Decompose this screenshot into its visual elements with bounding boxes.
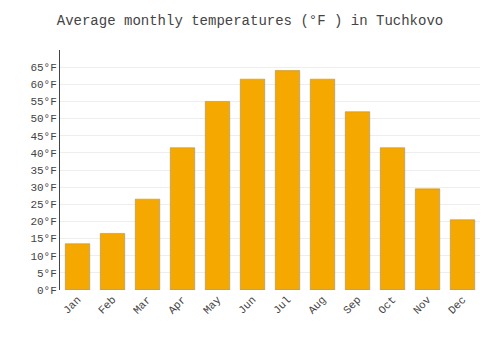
svg-text:Feb: Feb (96, 294, 118, 316)
svg-text:50°F: 50°F (30, 113, 56, 125)
svg-text:0°F: 0°F (37, 285, 57, 297)
svg-text:35°F: 35°F (30, 165, 56, 177)
svg-text:65°F: 65°F (30, 62, 56, 74)
svg-text:5°F: 5°F (37, 268, 57, 280)
svg-text:Aug: Aug (306, 294, 328, 316)
svg-text:Jul: Jul (271, 294, 293, 316)
svg-text:Mar: Mar (131, 294, 153, 316)
svg-text:60°F: 60°F (30, 79, 56, 91)
svg-text:20°F: 20°F (30, 216, 56, 228)
svg-text:15°F: 15°F (30, 233, 56, 245)
svg-text:10°F: 10°F (30, 251, 56, 263)
svg-text:40°F: 40°F (30, 148, 56, 160)
svg-text:Oct: Oct (376, 294, 398, 316)
svg-text:Nov: Nov (411, 294, 434, 317)
svg-text:Jun: Jun (236, 294, 258, 316)
svg-text:Average monthly temperatures (: Average monthly temperatures (°F ) in Tu… (57, 13, 443, 29)
svg-text:45°F: 45°F (30, 131, 56, 143)
svg-text:Sep: Sep (341, 294, 363, 316)
svg-text:Dec: Dec (446, 294, 468, 316)
svg-text:30°F: 30°F (30, 182, 56, 194)
svg-text:25°F: 25°F (30, 199, 56, 211)
svg-text:May: May (201, 294, 224, 317)
svg-text:Apr: Apr (166, 294, 188, 316)
svg-text:55°F: 55°F (30, 96, 56, 108)
svg-text:Jan: Jan (61, 294, 83, 316)
